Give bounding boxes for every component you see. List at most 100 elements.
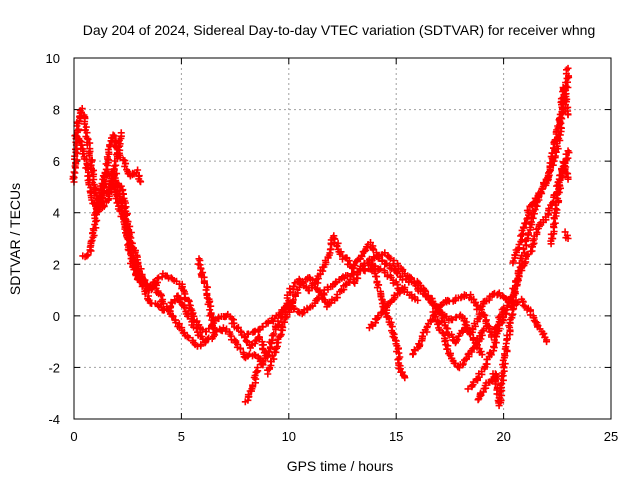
- data-point: [207, 302, 215, 310]
- data-point: [112, 161, 120, 169]
- data-point: [324, 300, 332, 308]
- data-markers: [69, 64, 573, 410]
- data-point: [242, 337, 250, 345]
- data-point: [185, 334, 193, 342]
- data-point: [304, 286, 312, 294]
- data-point: [78, 141, 86, 149]
- data-point: [369, 261, 377, 269]
- data-point: [268, 352, 276, 360]
- data-point: [443, 345, 451, 353]
- data-point: [555, 188, 563, 196]
- data-point: [358, 251, 365, 259]
- data-point: [480, 311, 488, 318]
- data-point: [350, 278, 358, 286]
- data-point: [327, 299, 335, 307]
- data-point: [250, 351, 258, 359]
- y-tick-label: 2: [53, 257, 60, 272]
- data-point: [85, 151, 93, 159]
- data-point: [155, 274, 162, 282]
- data-point: [290, 282, 298, 290]
- data-point: [564, 235, 572, 242]
- x-tick-label: 25: [604, 429, 618, 444]
- data-point: [248, 341, 255, 348]
- data-point: [468, 382, 476, 390]
- data-point: [84, 251, 92, 259]
- data-point: [469, 345, 477, 353]
- data-point: [83, 252, 91, 260]
- data-point: [117, 182, 125, 190]
- data-point: [117, 129, 125, 137]
- data-point: [110, 132, 118, 140]
- y-tick-label: 0: [53, 309, 60, 324]
- data-point: [236, 345, 244, 353]
- plot-frame: [73, 57, 612, 420]
- y-axis-label: SDTVAR / TECUs: [7, 183, 23, 295]
- data-point: [179, 302, 187, 310]
- axis-ticks: 0 5 10 15 20 25 -4 -2 0 2 4 6 8 10: [46, 51, 619, 444]
- data-point: [514, 245, 522, 253]
- data-point: [509, 257, 517, 265]
- data-point: [123, 210, 131, 218]
- data-point: [233, 324, 241, 332]
- data-point: [416, 281, 424, 289]
- data-point: [393, 269, 401, 277]
- data-point: [373, 284, 381, 292]
- data-point: [172, 319, 180, 327]
- data-point: [87, 237, 95, 245]
- data-point: [127, 238, 135, 246]
- data-point: [279, 318, 287, 326]
- data-point: [316, 287, 324, 295]
- data-point: [416, 341, 424, 349]
- data-point: [106, 141, 113, 149]
- data-point: [73, 156, 81, 164]
- x-tick-label: 15: [389, 429, 403, 444]
- data-point: [540, 330, 548, 338]
- data-point: [72, 145, 79, 153]
- data-point: [210, 317, 218, 325]
- data-point: [401, 374, 409, 382]
- data-point: [104, 188, 112, 196]
- data-point: [545, 169, 552, 177]
- y-tick-label: 6: [53, 154, 60, 169]
- chart-title: Day 204 of 2024, Sidereal Day-to-day VTE…: [83, 22, 596, 38]
- data-point: [298, 278, 306, 286]
- data-point: [181, 295, 189, 303]
- y-tick-label: 4: [53, 206, 60, 221]
- data-point: [447, 315, 455, 323]
- data-point: [563, 66, 570, 74]
- data-point: [491, 380, 499, 388]
- data-point: [490, 343, 497, 351]
- data-point: [519, 301, 527, 309]
- y-tick-label: 10: [46, 51, 60, 66]
- data-point: [503, 302, 511, 310]
- data-point: [92, 224, 100, 232]
- data-point: [464, 385, 472, 393]
- data-point: [299, 279, 307, 287]
- data-point: [244, 391, 252, 399]
- data-point: [110, 166, 117, 174]
- data-point: [380, 267, 388, 275]
- data-point: [206, 306, 214, 314]
- y-tick-label: -4: [48, 412, 60, 427]
- data-point: [452, 337, 460, 345]
- data-point: [551, 219, 559, 227]
- data-point: [553, 206, 561, 214]
- data-point: [434, 320, 442, 328]
- data-point: [481, 311, 489, 319]
- data-point: [474, 375, 481, 383]
- data-point: [564, 154, 572, 162]
- data-point: [251, 327, 259, 335]
- data-point: [414, 296, 422, 304]
- data-point: [398, 368, 406, 376]
- data-point: [554, 135, 562, 143]
- data-point: [112, 195, 120, 203]
- data-point: [359, 263, 367, 270]
- data-point: [530, 199, 538, 207]
- data-point: [385, 253, 393, 261]
- data-point: [278, 323, 286, 330]
- x-tick-label: 0: [70, 429, 77, 444]
- data-point: [395, 286, 403, 294]
- x-tick-label: 10: [282, 429, 296, 444]
- data-point: [444, 296, 452, 304]
